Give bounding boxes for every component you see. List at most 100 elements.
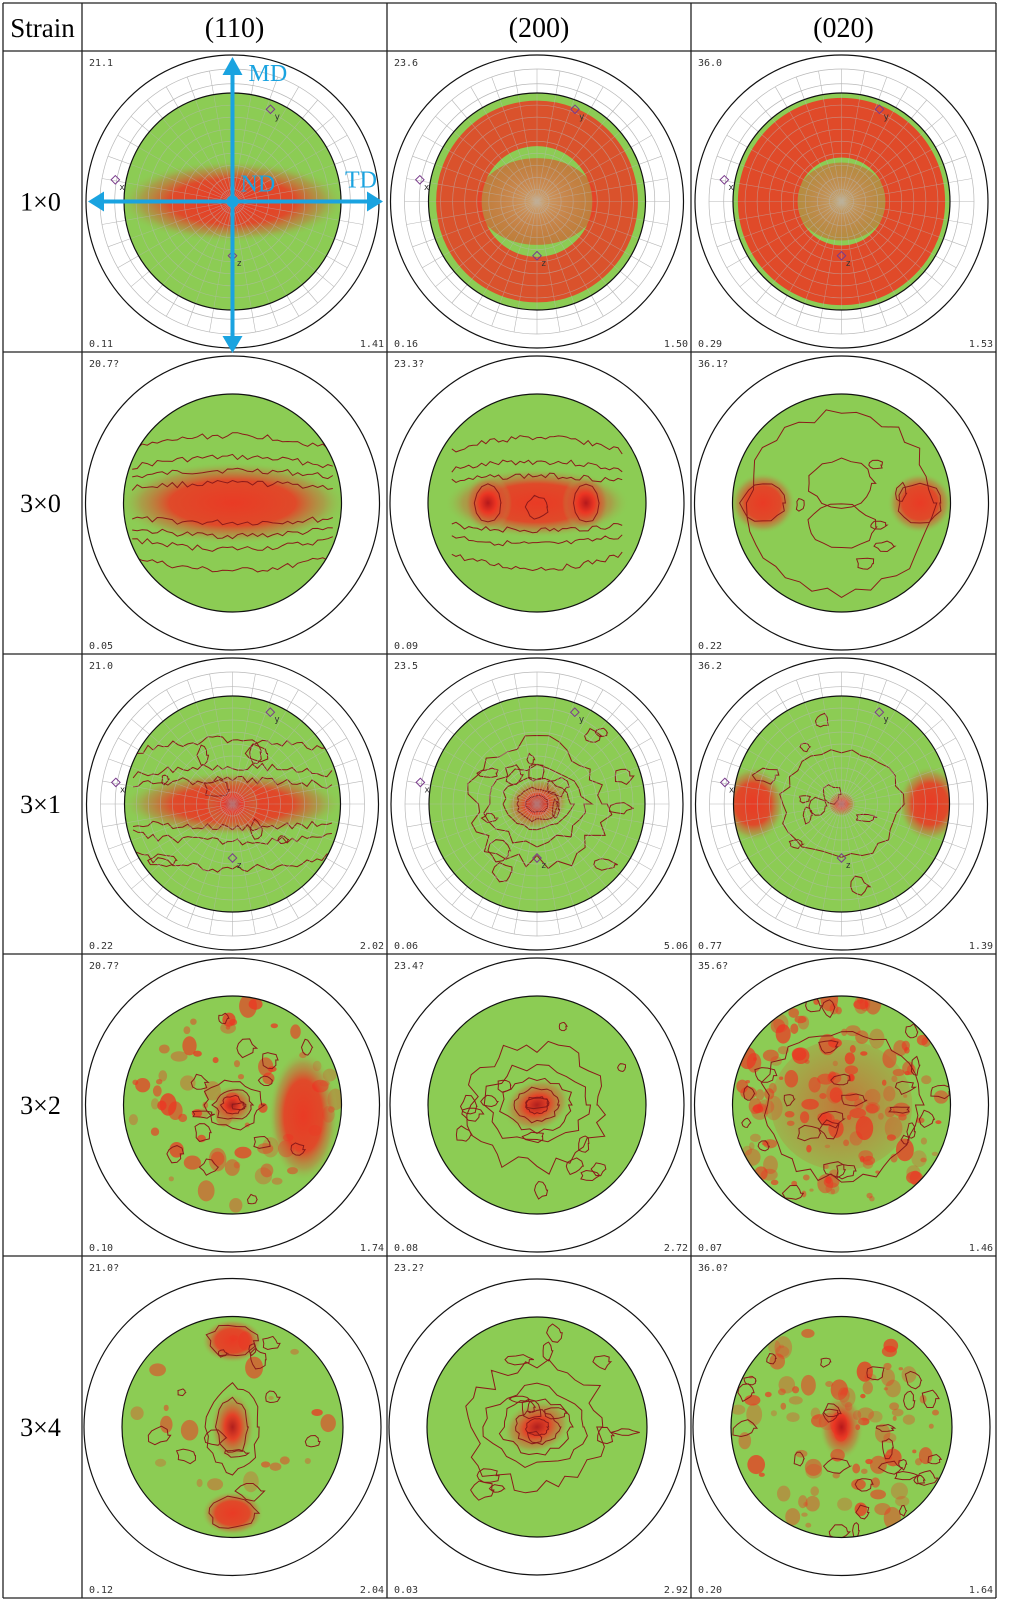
contour-line [614,768,635,786]
contour-line [927,1453,943,1465]
grid-radial [536,803,644,824]
contour-line [467,734,613,870]
intensity-speckle [731,1404,746,1415]
intensity-speckle [135,1078,151,1093]
contour-line [580,1169,601,1182]
grid-radial [536,201,632,257]
grid-radial [536,749,631,805]
intensity-speckle [770,1179,779,1186]
intensity-speckle [804,1458,822,1476]
grid-radial [841,201,949,221]
contour-line [290,1142,307,1156]
grid-radial [443,803,538,859]
grid-radial [517,94,538,202]
contour-line [898,1459,908,1471]
min-intensity-label: 0.29 [698,339,722,350]
intensity-speckle [763,1155,778,1175]
grid-radial [130,803,233,842]
marker-label: y [883,112,889,122]
intensity-speckle [271,1177,283,1185]
contour-line [821,999,836,1019]
grid-radial [822,803,842,911]
grid-radial [758,131,842,202]
contour-line [131,479,333,491]
projection-disk [123,996,342,1214]
contour-line [300,1038,314,1056]
grid-radial [467,118,538,202]
intensity-speckle [883,1362,892,1370]
grid-radial [125,182,233,202]
min-intensity-label: 0.20 [698,1585,722,1596]
grid-radial [130,766,233,805]
grid-radial [178,710,233,805]
contour-line [797,1124,822,1142]
contour-line [822,784,842,805]
grid-radial [232,697,252,805]
intensity-speckle [869,1028,885,1049]
intensity-speckle [752,1104,764,1114]
grid-radial [536,201,640,239]
grid-radial [841,766,944,805]
intensity-speckle [237,1074,245,1080]
intensity-speckle [837,1497,853,1511]
grid-radial [149,131,233,202]
pole-figure: y x z [85,657,380,951]
grid-radial [435,766,538,805]
grid-radial [739,164,842,202]
contour-line [194,1123,212,1143]
marker-label: x [424,785,430,795]
contour-line [873,540,897,553]
contour-line [217,1349,230,1358]
intensity-speckle [785,1508,801,1526]
contour-line [526,1430,543,1444]
grid-radial [467,803,538,887]
grid-radial [787,710,842,805]
scale-max-label: 5.06 [664,941,688,952]
intensity-speckle [810,1407,821,1420]
intensity-speckle [809,1188,814,1192]
grid-radial [536,721,607,805]
contour-line [249,742,263,764]
grid-radial [758,734,842,805]
intensity-speckle [801,1190,807,1198]
intensity-region [123,461,342,545]
pole-figure [693,957,990,1253]
grid-radial [536,803,575,906]
grid-radial [841,803,879,906]
projection-disk [123,394,342,612]
outer-circle [390,657,684,951]
projection-disk [733,93,950,310]
min-intensity-label: 0.12 [89,1585,113,1596]
grid-radial [841,107,896,202]
grid-radial [517,201,538,309]
grid-radial [841,803,896,898]
intensity-speckle [931,1151,939,1157]
marker-label: x [119,183,125,193]
disk-fill [732,394,951,612]
intensity-speckle [916,1034,928,1046]
projection-disk [732,996,951,1214]
max-intensity-label: 36.0? [698,1263,728,1274]
direction-marker [265,104,276,115]
grid-radial [536,201,621,272]
contour-line [132,536,333,552]
pole-figure [84,957,381,1253]
grid-radial [536,803,631,859]
grid-radial [482,201,538,296]
direction-marker [719,777,730,788]
grid-radial [804,803,842,906]
intensity-speckle [233,1161,241,1169]
intensity-speckle [150,1098,160,1110]
grid-radial [232,164,335,202]
intensity-speckle [180,1075,196,1091]
contour-line [476,767,499,778]
contour-line [527,1400,537,1414]
intensity-speckle [851,1478,866,1490]
grid-radial [536,94,557,202]
contour-line [177,1388,187,1397]
grid-radial [841,201,936,257]
projection-disk [428,996,646,1214]
grid-radial [841,99,879,202]
sample-axes-overlay: MD ND TD [88,57,383,353]
